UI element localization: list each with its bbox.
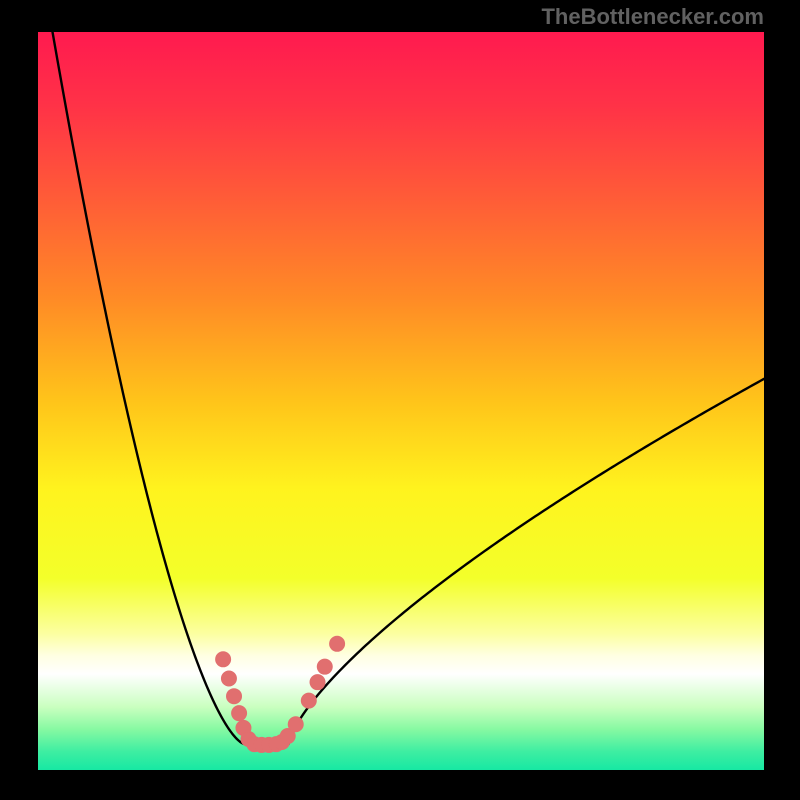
- chart-frame: TheBottlenecker.com: [0, 0, 800, 800]
- plot-area: [38, 32, 764, 770]
- data-marker: [301, 693, 316, 708]
- gradient-background: [38, 32, 764, 770]
- data-marker: [227, 689, 242, 704]
- data-marker: [310, 675, 325, 690]
- data-marker: [216, 652, 231, 667]
- data-marker: [221, 671, 236, 686]
- data-marker: [330, 636, 345, 651]
- data-marker: [288, 717, 303, 732]
- watermark-text: TheBottlenecker.com: [541, 4, 764, 30]
- data-marker: [317, 659, 332, 674]
- data-marker: [232, 706, 247, 721]
